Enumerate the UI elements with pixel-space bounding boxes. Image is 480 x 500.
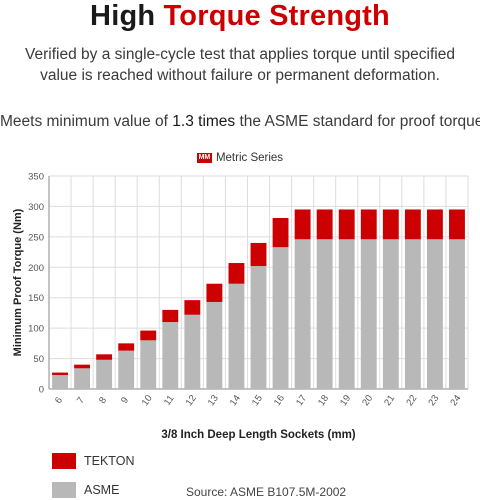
bar-tekton-23: [426, 209, 443, 240]
bar-asme-21: [382, 239, 399, 389]
bar-asme-17: [294, 239, 311, 389]
y-axis-title: Minimum Proof Torque (Nm): [12, 208, 24, 356]
page-title: High Torque Strength: [0, 0, 480, 33]
meets-suffix: the ASME standard for proof torque.: [239, 113, 480, 130]
legend-label-tekton: TEKTON: [84, 454, 135, 468]
x-tick-label: 16: [272, 393, 287, 408]
bar-asme-22: [404, 239, 421, 389]
bar-asme-8: [96, 359, 113, 389]
bar-asme-14: [228, 283, 245, 389]
y-tick-label: 300: [28, 202, 44, 213]
bar-tekton-14: [228, 263, 245, 284]
bar-asme-10: [140, 340, 157, 389]
x-tick-label: 15: [250, 393, 265, 408]
x-tick-label: 7: [75, 395, 87, 406]
bar-tekton-9: [118, 343, 135, 351]
subtitle: Verified by a single-cycle test that app…: [25, 46, 455, 84]
bar-tekton-13: [206, 283, 223, 302]
x-tick-label: 10: [140, 393, 155, 408]
bar-tekton-16: [272, 217, 289, 248]
bar-asme-9: [118, 350, 135, 389]
x-tick-label: 23: [426, 393, 441, 408]
x-tick-label: 20: [360, 393, 375, 408]
x-tick-label: 14: [228, 393, 243, 408]
x-tick-label: 19: [338, 393, 353, 408]
y-tick-label: 0: [39, 385, 44, 396]
bar-tekton-6: [52, 372, 68, 376]
bar-asme-23: [426, 239, 443, 389]
bar-asme-20: [360, 239, 377, 389]
x-tick-label: 8: [97, 395, 109, 406]
bar-tekton-7: [74, 364, 91, 369]
title-part1: High: [90, 0, 156, 32]
x-tick-label: 6: [53, 395, 65, 406]
bar-tekton-11: [162, 309, 179, 323]
meets-emphasis: 1.3 times: [172, 113, 236, 130]
x-tick-label: 18: [316, 393, 331, 408]
legend-swatch-asme: [52, 482, 76, 498]
x-tick-label: 24: [448, 393, 463, 408]
bar-tekton-21: [382, 209, 399, 240]
bar-tekton-8: [96, 354, 113, 360]
meets-prefix: Meets minimum value of: [0, 113, 168, 130]
bar-asme-6: [52, 375, 68, 389]
legend-item-tekton: TEKTON: [52, 453, 134, 469]
legend-label-asme: ASME: [84, 483, 120, 497]
bar-chart: 0 50 100 150 200 250 300 350 6 7 8 9 10 11 12 13 14 15 16 1…: [12, 172, 469, 441]
title-part2: Torque Strength: [163, 0, 390, 32]
chart-title-label: Metric Series: [215, 152, 284, 164]
bar-tekton-10: [140, 330, 157, 341]
bar-asme-15: [250, 266, 267, 389]
meets-statement: Meets minimum value of 1.3 times the ASM…: [0, 113, 480, 131]
y-tick-label: 200: [28, 263, 44, 274]
bar-tekton-24: [449, 209, 465, 240]
bar-tekton-19: [338, 209, 355, 240]
bar-asme-16: [272, 247, 289, 389]
bar-asme-11: [162, 322, 179, 389]
bar-tekton-18: [316, 209, 333, 240]
bar-asme-12: [184, 314, 201, 389]
bar-tekton-15: [250, 242, 267, 267]
bar-asme-18: [316, 239, 333, 389]
legend-item-asme: ASME: [52, 482, 119, 498]
x-tick-label: 17: [294, 393, 309, 408]
y-tick-label: 50: [33, 354, 44, 365]
bar-asme-13: [206, 301, 223, 389]
metric-mm-icon: MM: [196, 152, 212, 163]
x-tick-label: 13: [206, 393, 221, 408]
x-tick-label: 21: [382, 393, 397, 408]
x-tick-label: 11: [162, 393, 177, 407]
bar-asme-19: [338, 239, 355, 389]
y-tick-label: 350: [28, 172, 44, 183]
bar-asme-7: [74, 368, 91, 389]
x-tick-label: 12: [184, 393, 199, 408]
bar-tekton-22: [404, 209, 421, 240]
bar-tekton-20: [360, 209, 377, 240]
chart-title: MM Metric Series: [0, 152, 480, 164]
source-note: Source: ASME B107.5M-2002: [186, 485, 347, 499]
bar-tekton-17: [294, 209, 311, 240]
y-tick-label: 150: [28, 293, 44, 304]
y-tick-label: 100: [28, 324, 44, 335]
y-tick-label: 250: [28, 232, 44, 243]
bar-tekton-12: [184, 300, 201, 315]
x-tick-label: 22: [404, 393, 419, 408]
legend-swatch-tekton: [52, 453, 76, 469]
bar-asme-24: [449, 239, 465, 389]
x-axis-title: 3/8 Inch Deep Length Sockets (mm): [161, 429, 355, 441]
x-tick-label: 9: [119, 395, 131, 406]
